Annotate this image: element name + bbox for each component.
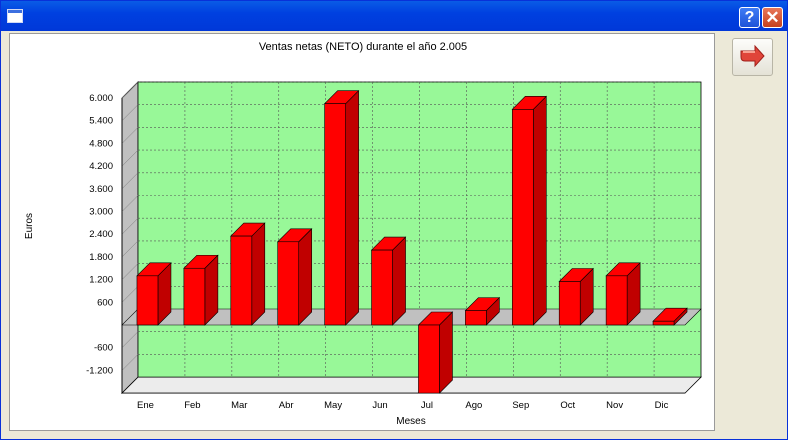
x-tick-label: Abr xyxy=(279,400,294,411)
bar xyxy=(371,249,393,326)
y-tick-label: 1.200 xyxy=(89,275,113,286)
y-tick-label: 1.800 xyxy=(89,252,113,263)
y-tick-label: 4.200 xyxy=(89,161,113,172)
bar xyxy=(511,109,534,326)
wall-grid-line xyxy=(121,240,139,258)
y-tick-label: 3.600 xyxy=(89,184,113,195)
x-tick-label: Nov xyxy=(606,400,623,411)
title-bar[interactable]: ? ✕ xyxy=(1,1,787,31)
bar xyxy=(558,281,581,326)
bar-side xyxy=(251,222,266,326)
bar xyxy=(652,320,675,326)
window-icon xyxy=(7,9,23,23)
y-axis-label: Euros xyxy=(24,213,35,239)
bar xyxy=(465,310,487,326)
help-button[interactable]: ? xyxy=(739,7,760,28)
chart-left-wall xyxy=(121,81,139,395)
bar xyxy=(605,275,628,326)
bar-side xyxy=(298,228,313,326)
bar-side xyxy=(439,311,453,394)
chart-title: Ventas netas (NETO) durante el año 2.005 xyxy=(259,41,467,53)
wall-grid-line xyxy=(121,81,139,99)
bar xyxy=(230,235,253,326)
wall-grid-line xyxy=(121,286,139,303)
y-tick-label: 600 xyxy=(97,297,113,308)
bar xyxy=(183,267,206,326)
wall-grid-line xyxy=(121,263,139,280)
y-tick-label: 2.400 xyxy=(89,229,113,240)
close-button[interactable]: ✕ xyxy=(762,7,783,28)
bar-side xyxy=(345,89,359,326)
bar-side xyxy=(392,236,406,326)
bar xyxy=(418,324,440,394)
y-tick-label: 5.400 xyxy=(89,116,113,127)
bar xyxy=(277,241,300,326)
x-tick-label: Jul xyxy=(421,400,433,411)
x-tick-label: Oct xyxy=(560,400,575,411)
exit-arrow-icon xyxy=(740,44,765,68)
y-tick-label: 3.000 xyxy=(89,207,113,218)
x-tick-label: Jun xyxy=(372,400,387,411)
x-tick-label: Dic xyxy=(655,400,669,411)
wall-grid-line xyxy=(121,354,139,371)
chart-panel: Ventas netas (NETO) durante el año 2.005… xyxy=(9,33,715,431)
wall-grid-line xyxy=(121,195,139,212)
wall-grid-line xyxy=(121,104,139,121)
wall-grid-line xyxy=(121,331,139,348)
x-tick-label: Mar xyxy=(231,400,247,411)
bar xyxy=(136,275,159,326)
y-tick-label: -600 xyxy=(94,343,113,354)
chart-floor xyxy=(121,376,702,394)
y-tick-label: 4.800 xyxy=(89,138,113,149)
wall-grid-line xyxy=(121,127,139,144)
exit-button[interactable] xyxy=(732,38,773,76)
x-tick-label: Ene xyxy=(137,400,154,411)
bar xyxy=(324,103,346,326)
bar-side xyxy=(532,95,547,326)
wall-grid-line xyxy=(121,149,139,167)
y-tick-label: 6.000 xyxy=(89,93,113,104)
wall-grid-line xyxy=(121,218,139,235)
x-axis-label: Meses xyxy=(396,416,425,427)
y-tick-label: -1.200 xyxy=(86,365,113,376)
x-tick-label: Ago xyxy=(465,400,482,411)
x-tick-label: May xyxy=(324,400,342,411)
zero-plane xyxy=(121,308,702,326)
x-tick-label: Feb xyxy=(184,400,200,411)
wall-grid-line xyxy=(121,172,139,189)
x-tick-label: Sep xyxy=(512,400,529,411)
bar-chart: Ventas netas (NETO) durante el año 2.005… xyxy=(24,41,702,427)
